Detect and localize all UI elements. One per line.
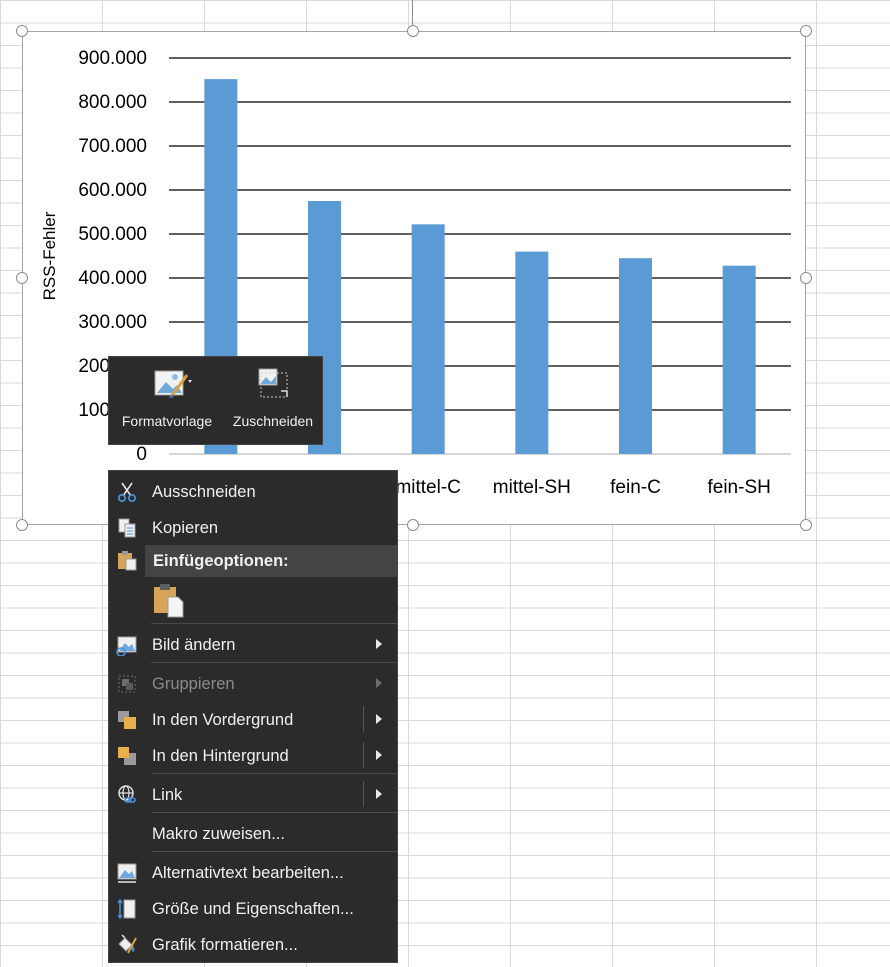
menu-item-link[interactable]: Link [109,777,397,811]
menu-item-send-backward-label: In den Hintergrund [152,747,289,765]
link-globe-icon [116,784,138,806]
y-tick-label: 300.000 [78,312,147,333]
alt-text-icon [116,862,138,884]
style-label: Formatvorlage [121,413,213,429]
clipboard-icon [118,551,137,571]
crop-icon [257,367,291,404]
resize-handle-bottom-right[interactable] [800,519,812,531]
style-button[interactable]: Formatvorlage [113,357,221,446]
scissors-icon [116,481,138,503]
resize-handle-top-left[interactable] [16,25,28,37]
menu-item-bring-forward[interactable]: In den Vordergrund [109,702,397,736]
menu-item-bring-forward-label: In den Vordergrund [152,711,294,729]
y-tick-label: 800.000 [78,92,147,113]
menu-separator [151,623,397,624]
x-tick-label: fein-C [610,477,661,498]
copy-icon [116,517,138,539]
resize-handle-top-center[interactable] [407,25,419,37]
submenu-arrow-icon [376,639,382,649]
menu-item-cut[interactable]: Ausschneiden [109,474,397,508]
format-graphic-icon [116,934,138,956]
x-tick-label: fein-SH [707,477,770,498]
bar [411,224,445,454]
group-icon [116,673,138,695]
menu-item-group[interactable]: Gruppieren [109,666,397,700]
submenu-arrow-icon [376,678,382,688]
y-axis-label: RSS-Fehler [40,211,59,300]
picture-style-icon [153,367,193,404]
menu-separator [151,662,397,663]
bar [722,265,756,454]
bar [515,251,549,454]
menu-item-change-picture[interactable]: Bild ändern [109,627,397,661]
resize-handle-bottom-center[interactable] [407,519,419,531]
paste-options-label: Einfügeoptionen: [153,552,289,570]
split-divider [363,781,364,807]
paste-option-keep-source-button[interactable] [151,581,187,619]
menu-item-group-label: Gruppieren [152,675,235,693]
menu-item-link-label: Link [152,786,183,804]
split-divider [363,742,364,768]
resize-handle-top-right[interactable] [800,25,812,37]
y-tick-label: 900.000 [78,48,147,69]
x-tick-label: mittel-C [395,477,460,498]
menu-item-cut-label: Ausschneiden [152,483,256,501]
y-tick-label: 600.000 [78,180,147,201]
crop-label: Zuschneiden [232,413,314,429]
menu-item-assign-macro[interactable]: Makro zuweisen... [109,816,397,850]
menu-item-alt-text-label: Alternativtext bearbeiten... [152,864,344,882]
menu-item-format-graphic[interactable]: Grafik formatieren... [109,927,397,961]
bar [619,258,652,454]
menu-item-format-graphic-label: Grafik formatieren... [152,936,298,954]
chart-object[interactable]: 0100.000200.000300.000400.000500.000600.… [22,31,806,525]
y-tick-label: 500.000 [78,224,147,245]
menu-item-size-properties-label: Größe und Eigenschaften... [152,900,354,918]
y-tick-label: 700.000 [78,136,147,157]
send-backward-icon [116,745,138,767]
menu-item-send-backward[interactable]: In den Hintergrund [109,738,397,772]
size-properties-icon [116,898,138,920]
context-menu: Ausschneiden Kopieren Einfügeoptionen: [108,470,398,963]
mini-toolbar: Formatvorlage Zuschneiden [108,356,323,445]
menu-item-alt-text[interactable]: Alternativtext bearbeiten... [109,855,397,889]
paste-options-header: Einfügeoptionen: [145,545,397,577]
bring-forward-icon [116,709,138,731]
menu-separator [151,812,397,813]
rotation-connector [412,0,413,26]
menu-item-size-properties[interactable]: Größe und Eigenschaften... [109,891,397,925]
y-tick-label: 0 [136,444,147,465]
submenu-arrow-icon[interactable] [376,714,382,724]
resize-handle-middle-left[interactable] [16,272,28,284]
submenu-arrow-icon[interactable] [376,750,382,760]
resize-handle-bottom-left[interactable] [16,519,28,531]
menu-item-assign-macro-label: Makro zuweisen... [152,825,285,843]
crop-button[interactable]: Zuschneiden [223,357,323,446]
menu-item-change-picture-label: Bild ändern [152,636,236,654]
menu-separator [151,851,397,852]
paste-clipboard-icon [154,584,184,618]
resize-handle-middle-right[interactable] [800,272,812,284]
bar-chart: 0100.000200.000300.000400.000500.000600.… [40,48,791,498]
menu-item-copy-label: Kopieren [152,519,219,537]
paste-options-icon-wrap [116,549,138,571]
change-picture-icon [116,634,138,657]
split-divider [363,706,364,732]
y-tick-label: 400.000 [78,268,147,289]
x-tick-label: mittel-SH [493,477,571,498]
submenu-arrow-icon[interactable] [376,789,382,799]
menu-item-copy[interactable]: Kopieren [109,510,397,544]
menu-separator [151,773,397,774]
